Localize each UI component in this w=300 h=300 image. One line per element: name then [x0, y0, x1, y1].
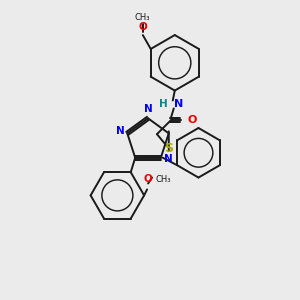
Text: O: O	[188, 115, 197, 125]
Text: CH₃: CH₃	[134, 13, 150, 22]
Text: N: N	[164, 154, 172, 164]
Text: H: H	[159, 99, 168, 110]
Text: N: N	[174, 99, 183, 110]
Text: O: O	[138, 22, 147, 32]
Text: O: O	[144, 175, 152, 184]
Text: CH₃: CH₃	[155, 175, 170, 184]
Text: N: N	[144, 104, 152, 114]
Text: N: N	[116, 126, 124, 136]
Text: S: S	[164, 142, 173, 154]
